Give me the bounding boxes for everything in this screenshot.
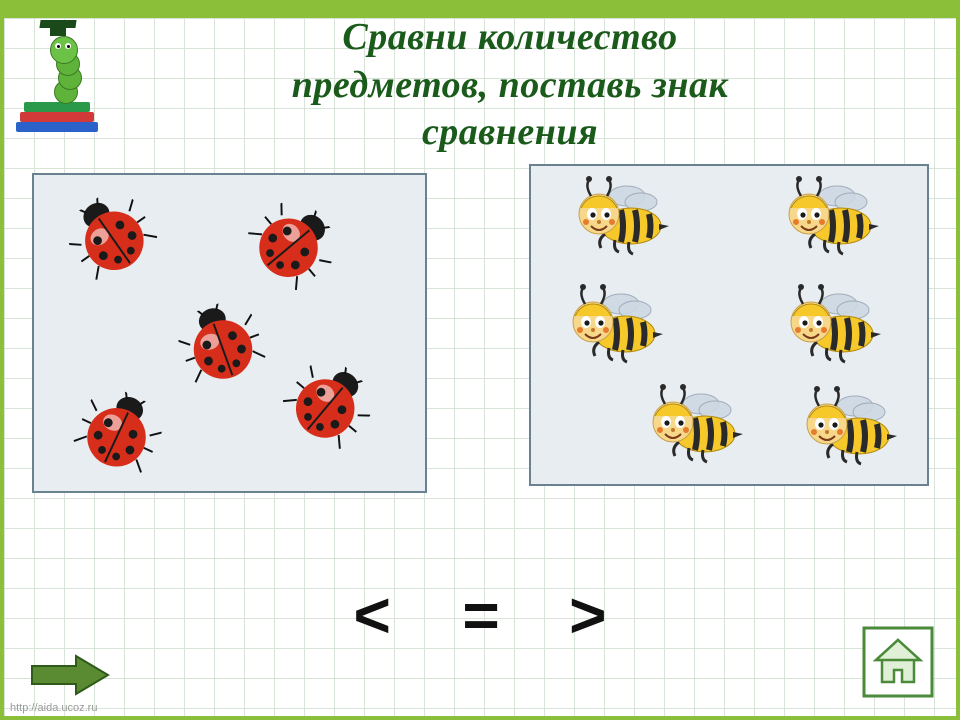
bee-item [783,284,883,364]
home-icon [862,626,934,698]
arrow-right-icon [30,654,110,696]
ladybug-item [274,349,384,459]
bee-item [799,386,899,466]
comparison-signs-row: < = > [4,578,956,652]
left-panel [32,173,427,493]
next-arrow-button[interactable] [30,654,110,696]
slide-page: Сравни количество предметов, поставь зна… [0,0,960,720]
title-line-1: Сравни количество [342,16,677,58]
ladybug-item [67,380,171,484]
title-line-2: предметов, поставь знак [292,64,728,106]
equals-sign[interactable]: = [435,578,525,652]
bee-item [781,176,881,256]
page-title: Сравни количество предметов, поставь зна… [114,14,906,157]
bee-item [571,176,671,256]
right-panel [529,164,929,486]
bee-item [565,284,665,364]
ladybug-item [238,189,348,299]
ladybug-item [171,294,271,394]
title-line-3: сравнения [422,111,598,153]
credit-text: http://aida.ucoz.ru [10,702,97,714]
ladybug-item [57,182,166,291]
mascot-bookworm [10,22,115,132]
home-button[interactable] [862,626,934,698]
bee-item [645,384,745,464]
less-than-sign[interactable]: < [327,578,417,652]
greater-than-sign[interactable]: > [543,578,633,652]
